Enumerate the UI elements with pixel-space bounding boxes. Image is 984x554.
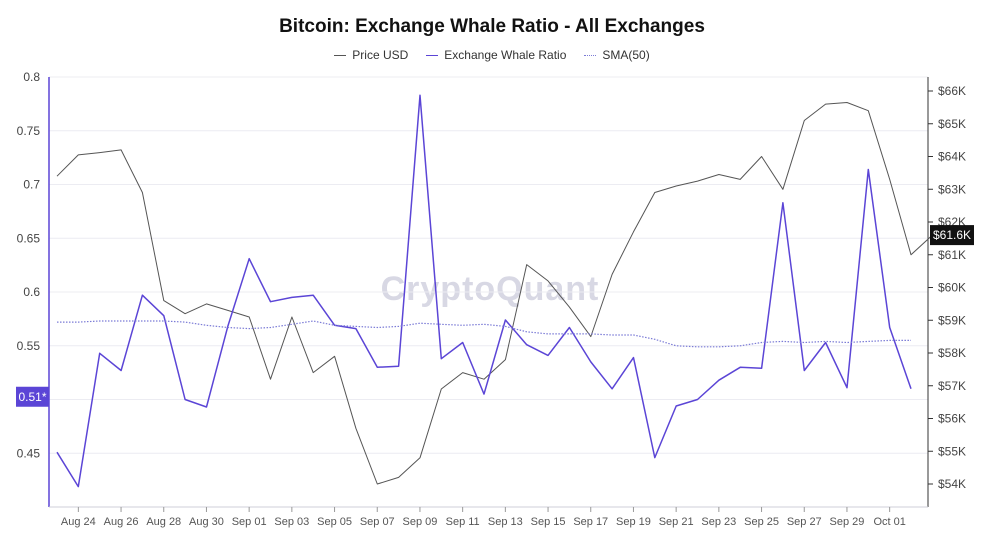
- left-axis-tick-label: 0.65: [17, 231, 41, 245]
- axis-layer: 0.450.50.550.60.650.70.750.8$54K$55K$56K…: [17, 70, 966, 528]
- x-axis-tick-label: Sep 09: [403, 516, 438, 528]
- right-axis-tick-label: $59K: [938, 313, 966, 327]
- x-axis-tick-label: Aug 30: [189, 516, 224, 528]
- watermark: CryptoQuant: [381, 270, 600, 308]
- legend-label-price: Price USD: [352, 48, 409, 62]
- current-ratio-badge: 0.51*: [18, 390, 46, 404]
- x-axis-tick-label: Oct 01: [873, 516, 905, 528]
- right-axis-tick-label: $60K: [938, 281, 966, 295]
- right-axis-tick-label: $63K: [938, 182, 966, 196]
- left-axis-tick-label: 0.7: [23, 178, 40, 192]
- right-axis-tick-label: $57K: [938, 379, 966, 393]
- legend-label-sma: SMA(50): [602, 48, 650, 62]
- grid-layer: [49, 76, 928, 454]
- x-axis-tick-label: Sep 11: [446, 516, 480, 528]
- x-axis-tick-label: Sep 23: [701, 516, 736, 528]
- x-axis-tick-label: Sep 05: [317, 516, 352, 528]
- x-axis-tick-label: Sep 19: [616, 516, 651, 528]
- legend-swatch-whale-ratio: [426, 54, 439, 56]
- current-price-badge: $61.6K: [933, 228, 971, 242]
- current-ratio-badge-bg: [16, 386, 49, 407]
- x-axis-tick-label: Sep 03: [274, 516, 309, 528]
- x-axis-tick-label: Sep 29: [830, 516, 865, 528]
- left-axis-tick-label: 0.6: [23, 285, 40, 299]
- legend-item-sma[interactable]: SMA(50): [584, 48, 650, 62]
- left-axis-tick-label: 0.75: [17, 124, 41, 138]
- right-axis-tick-label: $64K: [938, 150, 966, 164]
- price-usd-line: [56, 102, 933, 485]
- chart-title: Bitcoin: Exchange Whale Ratio - All Exch…: [279, 16, 705, 37]
- x-axis-tick-label: Aug 28: [146, 516, 181, 528]
- legend-item-whale-ratio[interactable]: Exchange Whale Ratio: [426, 48, 566, 62]
- right-axis-tick-label: $54K: [938, 477, 966, 491]
- exchange-whale-ratio-line: [56, 94, 912, 488]
- x-axis-tick-label: Sep 07: [360, 516, 395, 528]
- x-axis-tick-label: Sep 15: [531, 516, 566, 528]
- x-axis-tick-label: Sep 27: [787, 516, 822, 528]
- legend-swatch-price: [334, 54, 347, 56]
- current-price-badge-bg: [930, 225, 974, 246]
- right-axis-tick-label: $58K: [938, 346, 966, 360]
- chart-legend: Price USD Exchange Whale Ratio SMA(50): [0, 48, 984, 62]
- x-axis-tick-label: Sep 17: [573, 516, 608, 528]
- left-axis-tick-label: 0.55: [17, 339, 41, 353]
- right-axis-tick-label: $65K: [938, 117, 966, 131]
- series-layer: [56, 94, 933, 488]
- x-axis-tick-label: Sep 01: [232, 516, 267, 528]
- right-axis-tick-label: $56K: [938, 412, 966, 426]
- legend-swatch-sma: [584, 54, 597, 56]
- right-axis-tick-label: $55K: [938, 444, 966, 458]
- legend-item-price[interactable]: Price USD: [334, 48, 408, 62]
- x-axis-tick-label: Sep 13: [488, 516, 523, 528]
- legend-label-whale-ratio: Exchange Whale Ratio: [444, 48, 567, 62]
- sma50-line: [57, 320, 911, 348]
- x-axis-tick-label: Aug 26: [104, 516, 139, 528]
- x-axis-tick-label: Sep 21: [659, 516, 694, 528]
- left-axis-tick-label: 0.45: [17, 446, 41, 460]
- left-axis-tick-label: 0.8: [23, 70, 40, 84]
- right-axis-tick-label: $61K: [938, 248, 966, 262]
- badge-layer: 0.51* $61.6K: [16, 225, 974, 407]
- x-axis-tick-label: Sep 25: [744, 516, 779, 528]
- x-axis-tick-label: Aug 24: [61, 516, 96, 528]
- right-axis-tick-label: $66K: [938, 84, 966, 98]
